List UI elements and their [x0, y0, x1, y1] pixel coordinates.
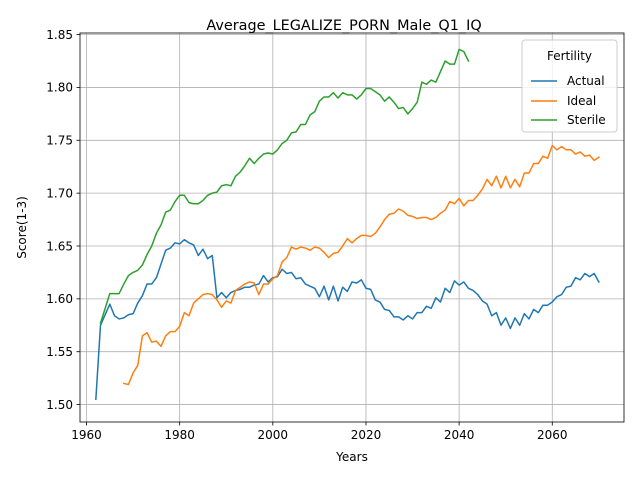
x-tick-label: 2060 — [537, 428, 568, 442]
x-axis-label: Years — [335, 450, 368, 464]
x-tick-label: 2020 — [351, 428, 382, 442]
y-axis-ticks: 1.50 1.55 1.60 1.65 1.70 1.75 1.80 1.85 — [46, 28, 80, 412]
series-line-actual — [95, 238, 600, 401]
legend-label-ideal: Ideal — [567, 94, 596, 108]
legend-box — [521, 39, 618, 133]
y-tick-label: 1.80 — [46, 81, 73, 95]
legend: Fertility Actual Ideal Sterile — [521, 39, 618, 133]
y-axis-label: Score(1-3) — [15, 196, 29, 259]
y-tick-label: 1.65 — [46, 239, 73, 253]
series-line-ideal — [122, 144, 600, 386]
y-tick-label: 1.75 — [46, 134, 73, 148]
gridlines — [80, 33, 624, 422]
x-tick-label: 1960 — [71, 428, 102, 442]
y-tick-label: 1.85 — [46, 28, 73, 42]
series-line-sterile — [99, 48, 470, 325]
series-lines — [95, 48, 600, 401]
chart-title: Average_LEGALIZE_PORN_Male_Q1_IQ — [206, 18, 481, 34]
legend-label-actual: Actual — [567, 74, 605, 88]
y-tick-label: 1.60 — [46, 292, 73, 306]
x-tick-label: 1980 — [164, 428, 195, 442]
plot-area-frame — [79, 32, 625, 423]
legend-title: Fertility — [547, 49, 592, 63]
legend-label-sterile: Sterile — [567, 113, 606, 127]
x-axis-ticks: 1960 1980 2000 2020 2040 2060 — [71, 422, 568, 442]
y-tick-label: 1.50 — [46, 398, 73, 412]
y-tick-label: 1.70 — [46, 186, 73, 200]
y-tick-label: 1.55 — [46, 345, 73, 359]
x-tick-label: 2000 — [258, 428, 289, 442]
x-tick-label: 2040 — [444, 428, 475, 442]
